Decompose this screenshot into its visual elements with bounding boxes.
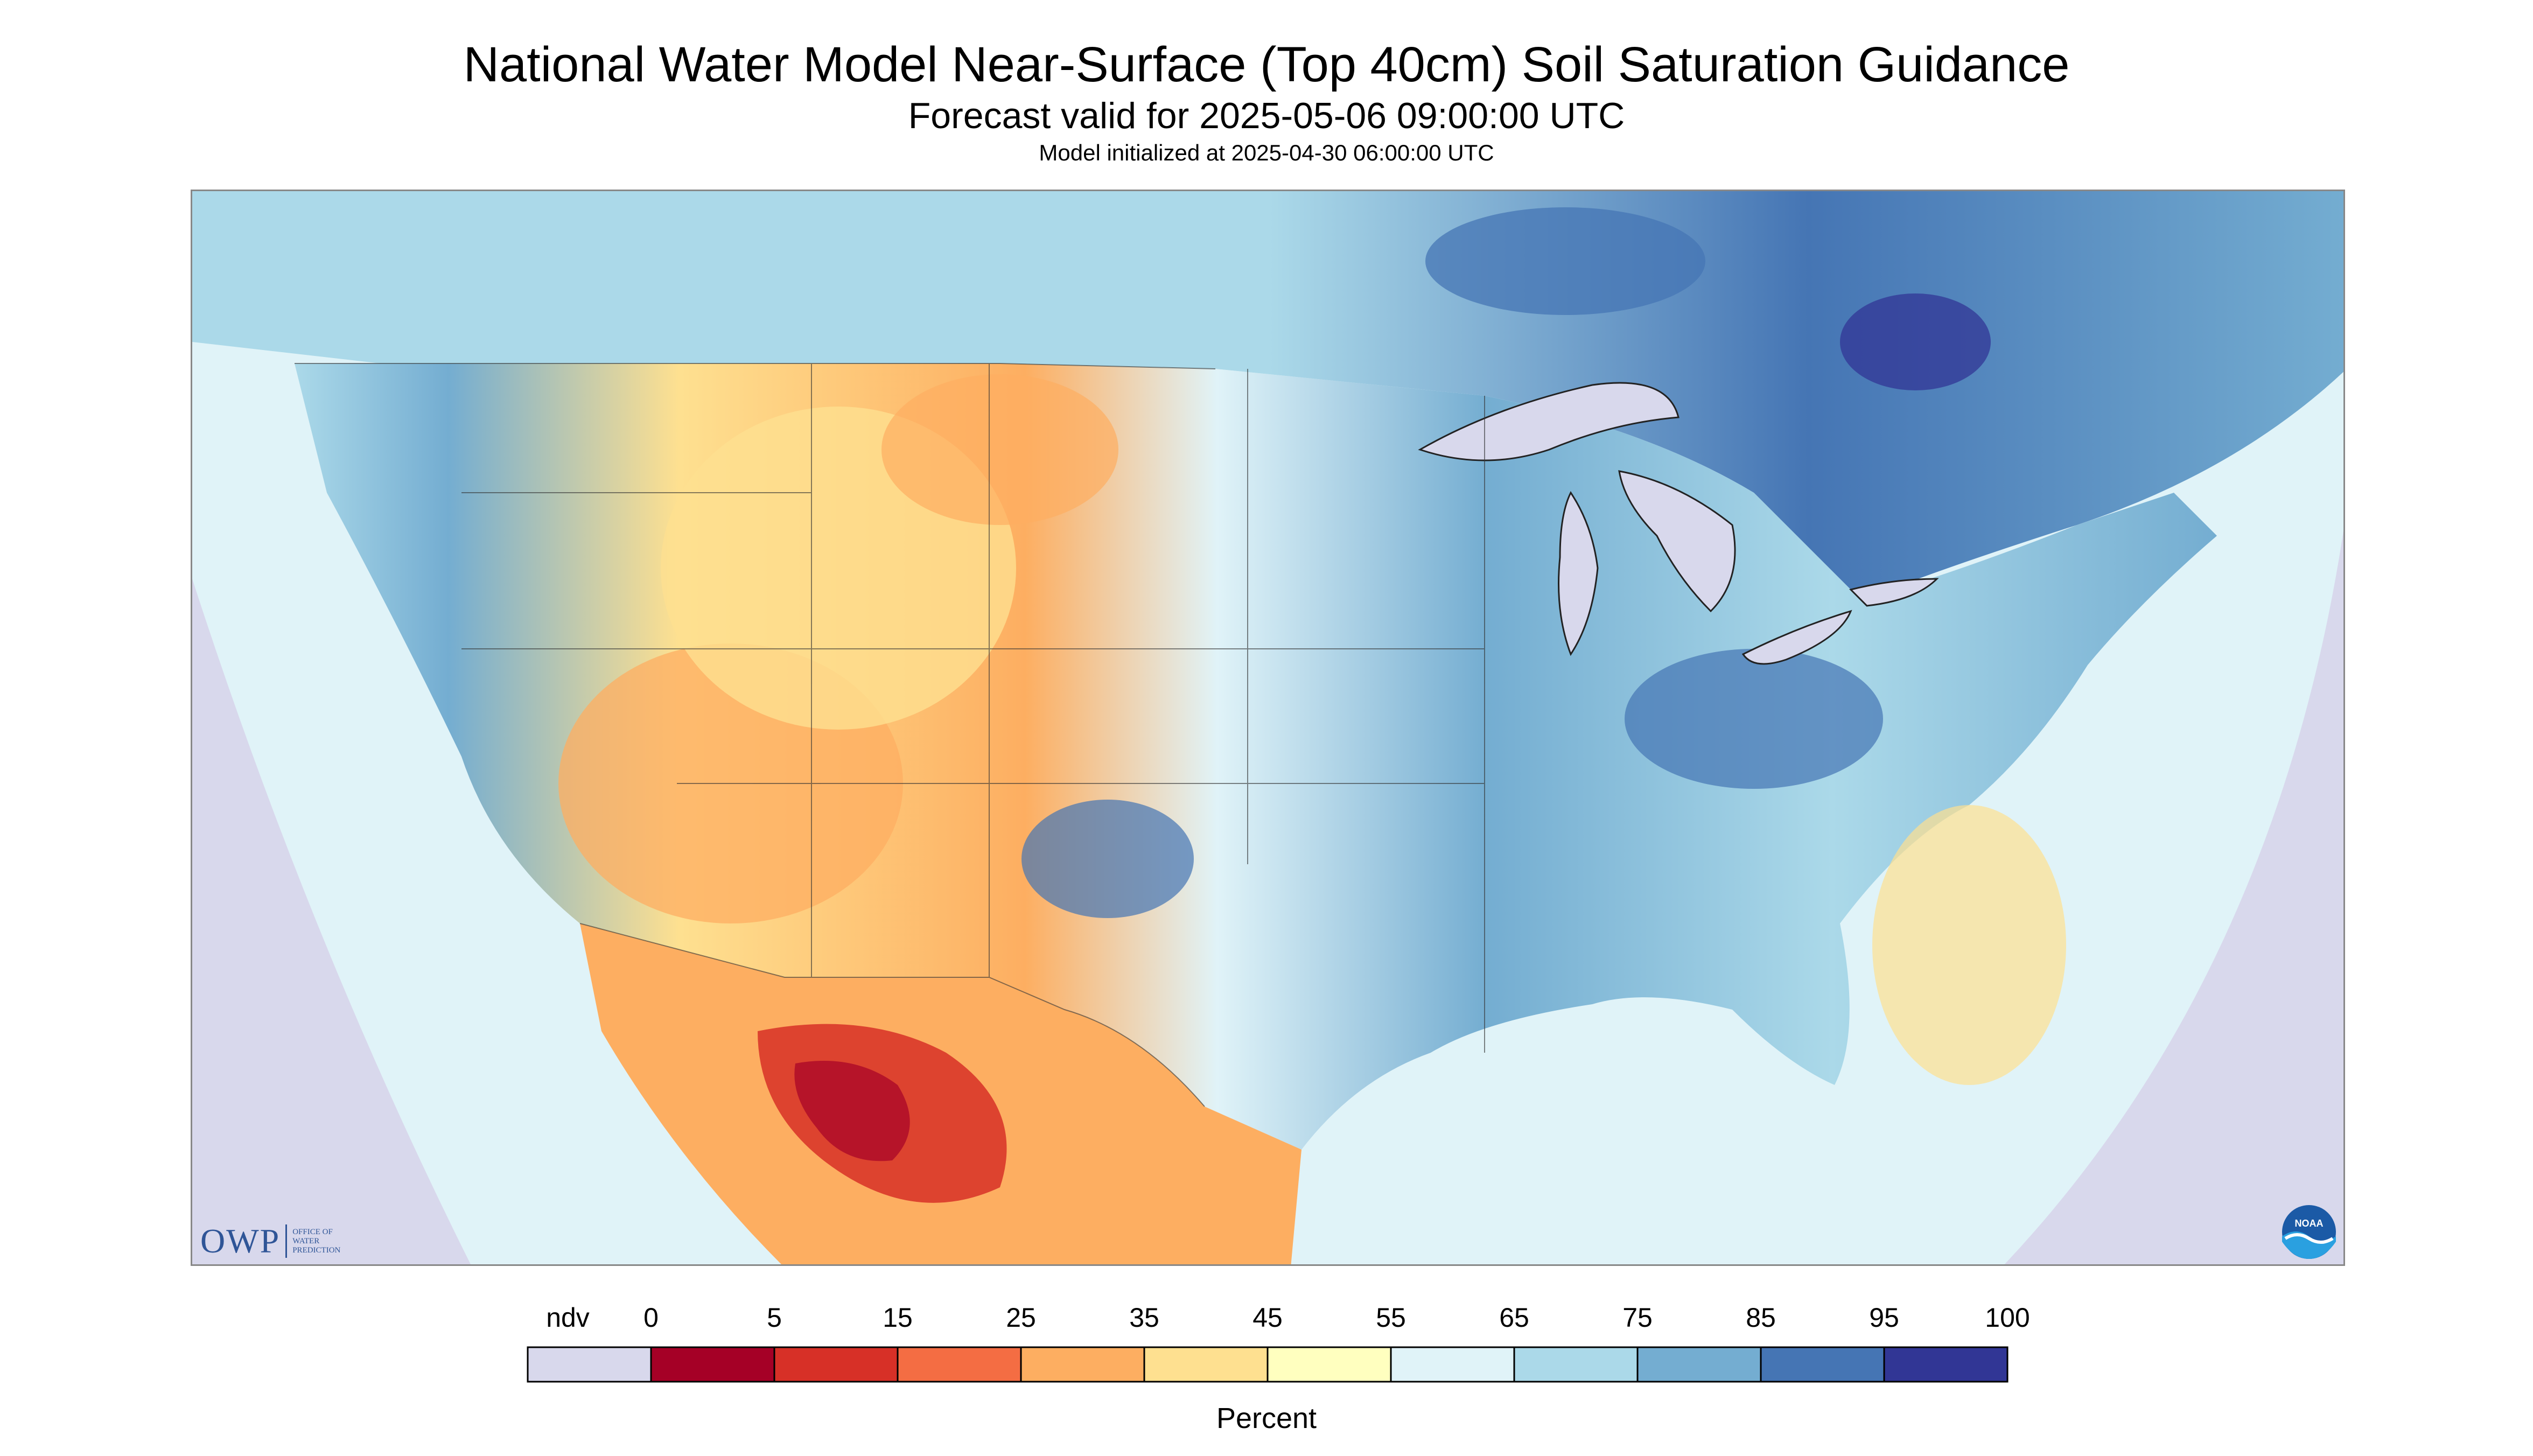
legend-tick-label: 100 bbox=[1985, 1303, 2030, 1333]
legend-tick-label: 0 bbox=[643, 1303, 659, 1333]
legend-swatch bbox=[1390, 1346, 1515, 1383]
southeast-dry-area bbox=[1872, 805, 2066, 1085]
owp-logo-divider bbox=[285, 1224, 288, 1258]
model-initialized-line: Model initialized at 2025-04-30 06:00:00… bbox=[1039, 140, 1494, 165]
boundaries bbox=[295, 363, 1485, 1107]
legend-swatch bbox=[1143, 1346, 1269, 1383]
legend-swatch bbox=[1020, 1346, 1145, 1383]
lake-ontario bbox=[1849, 578, 1939, 607]
owp-logo-subtext: OFFICE OF WATER PREDICTION bbox=[292, 1227, 341, 1255]
legend-tick-label: 95 bbox=[1869, 1303, 1899, 1333]
legend-tick-label: 85 bbox=[1746, 1303, 1776, 1333]
very-dry-core bbox=[794, 1061, 910, 1161]
legend-swatch bbox=[1513, 1346, 1639, 1383]
legend-swatch bbox=[773, 1346, 899, 1383]
owp-logo-text: OWP bbox=[200, 1222, 281, 1260]
ohio-valley-wet-area bbox=[1625, 649, 1883, 789]
legend-swatch bbox=[1636, 1346, 1762, 1383]
noaa-logo-text: NOAA bbox=[2295, 1218, 2324, 1229]
legend-tick-label: 25 bbox=[1006, 1303, 1036, 1333]
noaa-logo: NOAA bbox=[2282, 1205, 2336, 1259]
legend-title: Percent bbox=[1216, 1402, 1317, 1434]
legend-tick-label: 45 bbox=[1252, 1303, 1283, 1333]
canada-region bbox=[192, 191, 2343, 600]
legend-swatch bbox=[1266, 1346, 1392, 1383]
legend-tick-label: 55 bbox=[1376, 1303, 1406, 1333]
oklahoma-wet-area bbox=[1021, 800, 1194, 918]
legend-tick-label: 75 bbox=[1622, 1303, 1653, 1333]
lake-erie bbox=[1741, 610, 1852, 665]
legend-tick-label: 65 bbox=[1499, 1303, 1529, 1333]
owp-logo: OWP OFFICE OF WATER PREDICTION bbox=[200, 1221, 340, 1261]
color-legend-bar bbox=[527, 1346, 2009, 1383]
legend-tick-label: 35 bbox=[1129, 1303, 1159, 1333]
lake-michigan bbox=[1558, 491, 1599, 656]
ontario-wet-area bbox=[1840, 293, 1991, 390]
legend-swatch bbox=[897, 1346, 1022, 1383]
legend-swatch bbox=[650, 1346, 775, 1383]
map-title: National Water Model Near-Surface (Top 4… bbox=[463, 37, 2070, 92]
legend-swatch bbox=[1883, 1346, 2009, 1383]
north-wet-area bbox=[1425, 207, 1705, 315]
legend-swatch bbox=[1760, 1346, 1885, 1383]
lake-huron bbox=[1618, 470, 1736, 613]
legend-ndv-label: ndv bbox=[546, 1303, 590, 1333]
legend-tick-label: 15 bbox=[883, 1303, 913, 1333]
legend-swatch bbox=[527, 1346, 652, 1383]
soil-saturation-map bbox=[191, 190, 2345, 1266]
legend-tick-label: 5 bbox=[767, 1303, 782, 1333]
forecast-valid-subtitle: Forecast valid for 2025-05-06 09:00:00 U… bbox=[908, 95, 1625, 136]
montana-dry-area bbox=[881, 374, 1118, 525]
